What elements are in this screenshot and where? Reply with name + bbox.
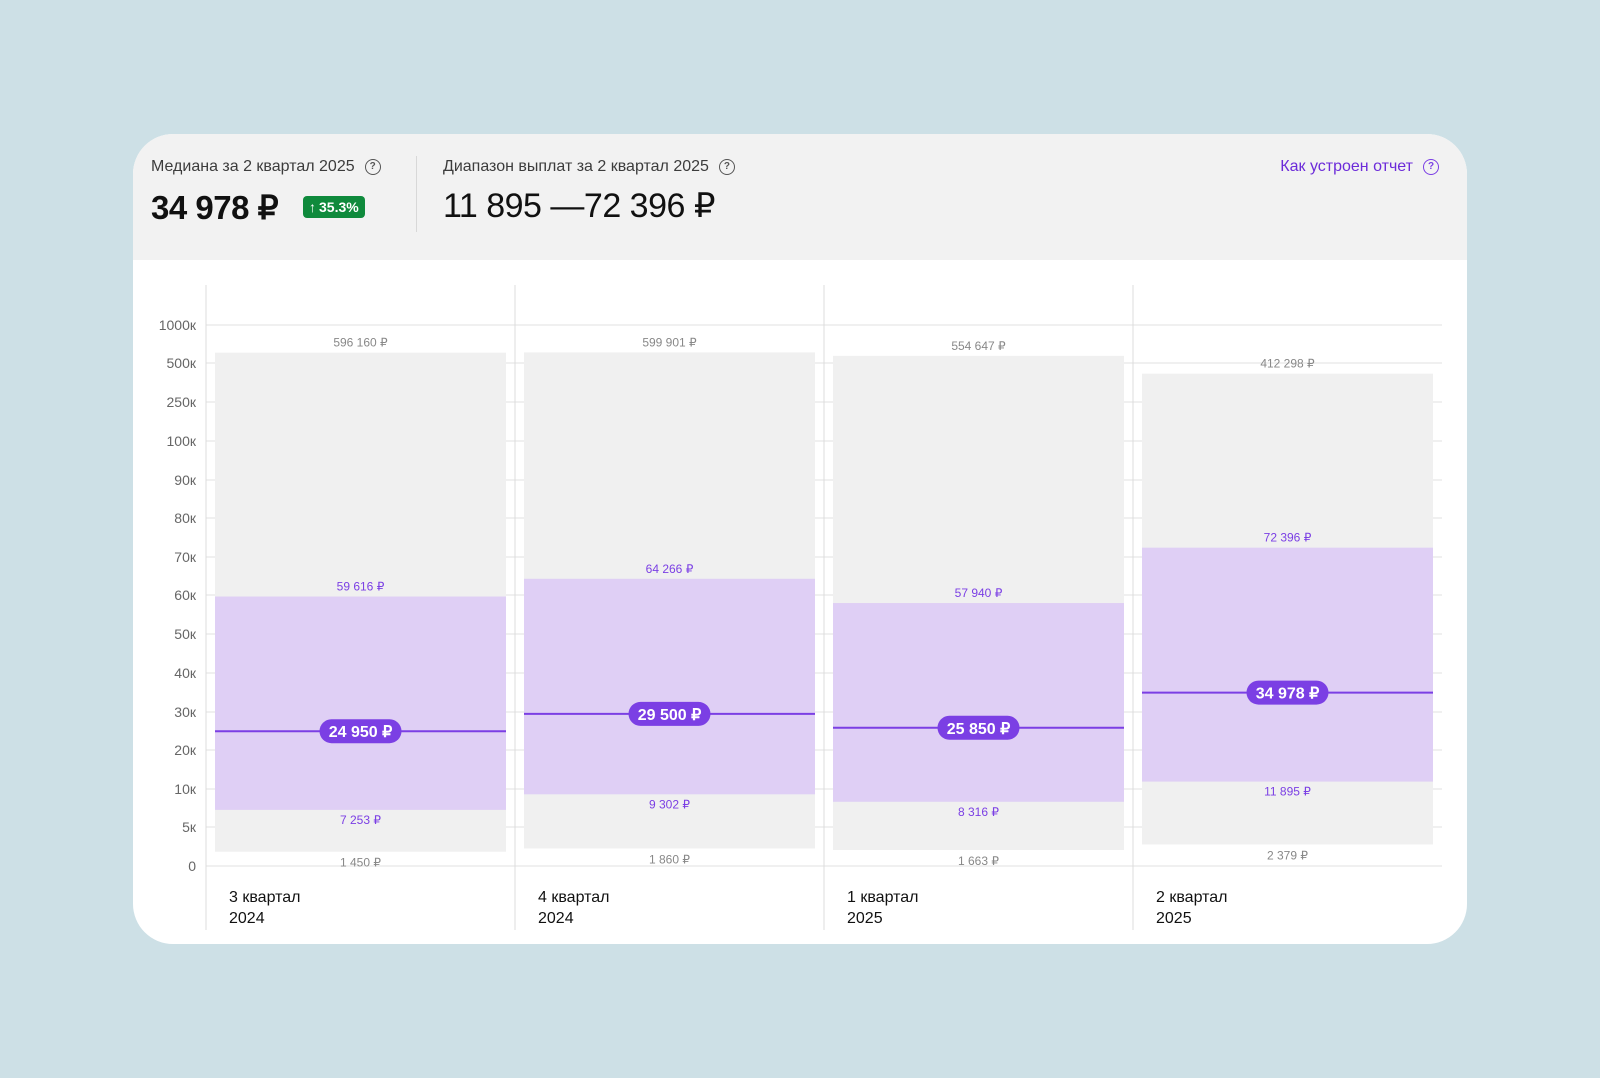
y-tick-label: 60к (174, 587, 197, 603)
y-tick-label: 100к (167, 433, 197, 449)
y-tick-label: 80к (174, 510, 197, 526)
x-category-label: 2 квартал (1156, 889, 1228, 906)
change-value: 35.3% (319, 199, 359, 215)
min-label: 1 450 ₽ (340, 856, 381, 870)
y-tick-label: 70к (174, 549, 197, 565)
help-icon[interactable]: ? (718, 159, 735, 175)
range-label: Диапазон выплат за 2 квартал 2025 (443, 158, 709, 175)
median-label: 34 978 ₽ (1256, 686, 1320, 703)
q1-label: 9 302 ₽ (649, 797, 690, 811)
arrow-up-icon: ↑ (309, 199, 316, 215)
y-tick-label: 30к (174, 704, 197, 720)
y-tick-label: 250к (167, 394, 197, 410)
y-tick-label: 500к (167, 355, 197, 371)
min-label: 2 379 ₽ (1267, 848, 1308, 862)
y-tick-label: 10к (174, 781, 197, 797)
q3-label: 59 616 ₽ (337, 579, 385, 593)
median-label: Медиана за 2 квартал 2025 (151, 158, 355, 175)
min-label: 1 663 ₽ (958, 854, 999, 868)
x-category-label: 4 квартал (538, 889, 610, 906)
q3-label: 57 940 ₽ (955, 586, 1003, 600)
help-icon[interactable]: ? (364, 159, 381, 175)
y-tick-label: 5к (182, 819, 197, 835)
median-label-row: Медиана за 2 квартал 2025 ? (151, 158, 381, 176)
q1-label: 11 895 ₽ (1264, 785, 1311, 799)
iqr-bar (215, 596, 506, 810)
iqr-bar (1142, 547, 1433, 782)
x-category-year: 2025 (1156, 910, 1192, 927)
y-tick-label: 90к (174, 472, 197, 488)
median-label: 29 500 ₽ (638, 707, 702, 724)
divider (416, 156, 417, 232)
median-pill (319, 719, 402, 744)
y-tick-label: 40к (174, 665, 197, 681)
x-category-year: 2024 (229, 910, 265, 927)
x-category-label: 3 квартал (229, 889, 301, 906)
range-label-row: Диапазон выплат за 2 квартал 2025 ? (443, 158, 735, 176)
max-label: 554 647 ₽ (951, 339, 1006, 353)
iqr-bar (833, 603, 1124, 802)
y-tick-label: 1000к (159, 317, 197, 333)
q3-label: 72 396 ₽ (1264, 531, 1312, 545)
how-report-works-link[interactable]: Как устроен отчет ? (1280, 158, 1439, 176)
median-pill (628, 701, 711, 726)
max-label: 412 298 ₽ (1260, 357, 1315, 371)
q3-label: 64 266 ₽ (646, 562, 694, 576)
q1-label: 7 253 ₽ (340, 813, 381, 827)
max-label: 596 160 ₽ (333, 336, 388, 350)
iqr-bar (524, 578, 815, 795)
y-tick-label: 0 (188, 858, 196, 874)
y-tick-label: 20к (174, 742, 197, 758)
how-report-works-label: Как устроен отчет (1280, 158, 1413, 175)
q1-label: 8 316 ₽ (958, 805, 999, 819)
range-value: 11 895 —72 396 ₽ (443, 187, 716, 225)
x-category-year: 2024 (538, 910, 574, 927)
summary-header: Медиана за 2 квартал 2025 ? 34 978 ₽ ↑ 3… (133, 134, 1467, 260)
y-tick-label: 50к (174, 626, 197, 642)
median-label: 25 850 ₽ (947, 721, 1011, 738)
x-category-label: 1 квартал (847, 889, 919, 906)
x-category-year: 2025 (847, 910, 883, 927)
median-value: 34 978 ₽ (151, 189, 279, 226)
median-label: 24 950 ₽ (329, 724, 393, 741)
median-pill (937, 715, 1020, 740)
median-pill (1246, 680, 1329, 705)
min-label: 1 860 ₽ (649, 852, 690, 866)
help-icon: ? (1423, 159, 1439, 175)
change-badge: ↑ 35.3% (303, 196, 365, 218)
max-label: 599 901 ₽ (642, 335, 697, 349)
